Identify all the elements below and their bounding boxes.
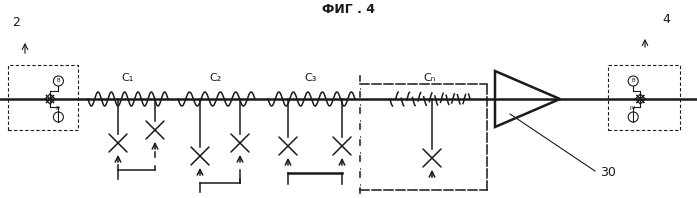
Text: pu: pu (629, 105, 636, 110)
Bar (608, 65, 680, 130)
Text: 2: 2 (12, 16, 20, 29)
Text: B: B (631, 78, 635, 84)
Text: C₃: C₃ (305, 73, 317, 83)
Text: Cₙ: Cₙ (424, 73, 436, 83)
Text: 30: 30 (600, 166, 616, 179)
Text: 4: 4 (662, 13, 670, 26)
Text: ФИГ . 4: ФИГ . 4 (321, 3, 374, 16)
Text: B: B (56, 78, 60, 84)
Text: p: p (55, 105, 59, 110)
Bar (8, 65, 78, 130)
Text: C₂: C₂ (210, 73, 222, 83)
Text: C₁: C₁ (122, 73, 134, 83)
